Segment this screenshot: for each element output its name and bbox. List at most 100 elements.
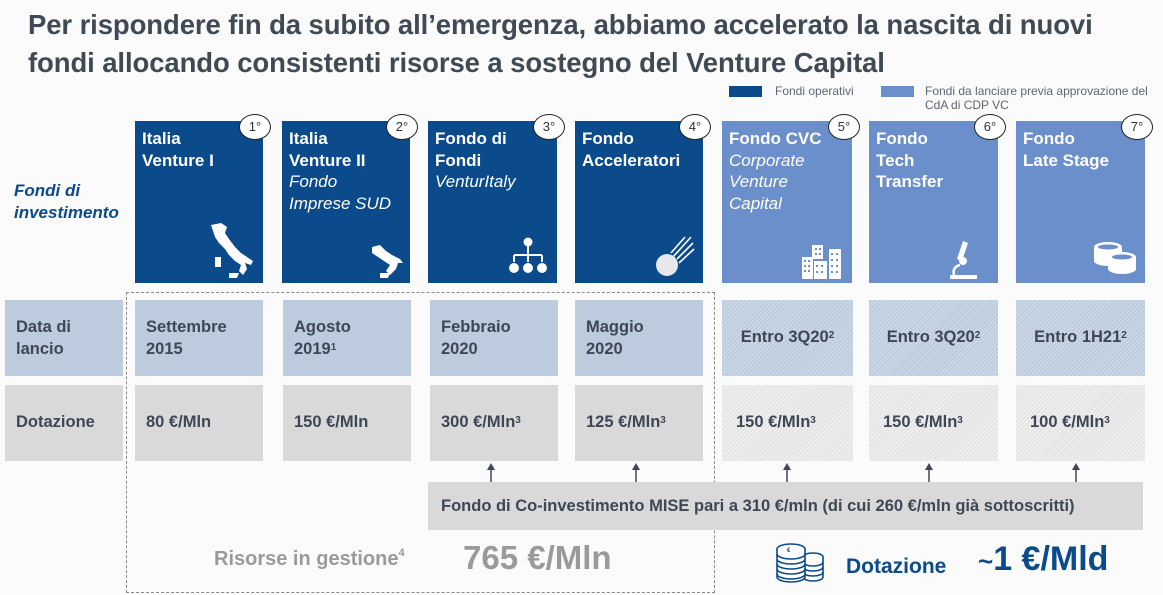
fund-title: Fondi [435,150,482,170]
fund-title: Acceleratori [582,150,681,170]
arrow-up-icon [632,463,640,482]
funds-row-label-text: Fondi di investimento [14,181,119,222]
resources-under-management-box [126,292,715,593]
order-badge: 1° [239,114,271,140]
footnote-ref: 3 [1104,415,1110,427]
endowment-cell-2: 150 €/Mln [283,385,411,461]
endowment-row-label: Dotazione [5,385,123,461]
endowment-value: 100 €/Mln [1030,413,1105,432]
launch-date-cell-1: Settembre 2015 [135,300,263,376]
launch-year: 2015 [146,339,183,358]
fund-subtitle: Venture [729,172,788,191]
fund-title: Venture I [142,150,214,170]
microscope-icon [950,241,977,279]
legend-label-operative: Fondi operativi [775,84,854,98]
coins-stack-icon: € [776,543,824,583]
approx-symbol: ~ [978,546,994,576]
order-badge: 7° [1121,114,1153,140]
legend-swatch-operative [729,86,762,97]
endowment-cell-1: 80 €/Mln [135,385,263,461]
buildings-icon [802,245,841,279]
fund-card-7: Fondo Late Stage 7° [1016,114,1153,283]
footnote-ref: 3 [660,415,666,427]
launch-date-cell-6: Entro 3Q20 2 [869,300,998,376]
launch-year: 2020 [586,339,623,358]
fund-subtitle: VenturItaly [435,172,516,191]
footnote-ref: 2 [1121,330,1127,342]
footnote-ref: 3 [515,415,521,427]
fund-card-6: Fondo Tech Transfer 6° [869,114,1006,283]
footnote-ref: 4 [398,547,405,559]
fund-title: Late Stage [1023,150,1109,170]
fund-title: Fondo [582,129,634,148]
south-italy-map-icon [372,245,403,278]
fund-card-3: Fondo di Fondi VenturItaly 3° [428,114,565,283]
endowment-cell-5: 150 €/Mln 3 [722,385,853,461]
italy-map-icon [211,223,253,278]
fund-title: Tech [876,150,915,170]
fund-title: Transfer [876,172,944,191]
launch-month: Agosto [294,318,351,336]
fund-title: Italia [142,129,181,148]
endowment-cell-7: 100 €/Mln 3 [1016,385,1145,461]
arrow-up-icon [925,463,933,482]
total-endowment-value: ~1 €/Mld [978,540,1108,579]
launch-date-row-label: Data di lancio [5,300,123,376]
fund-card-2: Italia Venture II Fondo Imprese SUD 2° [282,114,418,283]
fund-subtitle: Fondo [289,172,338,191]
fund-subtitle: Corporate [729,150,805,170]
org-chart-icon [509,237,547,273]
footnote-ref: 2 [974,330,981,342]
launch-month: Settembre [146,318,227,336]
footnote-ref: 2 [828,330,835,342]
footnote-ref: 3 [957,415,963,427]
launch-estimate: Entro 1H21 [1034,328,1122,347]
endowment-label-text: Dotazione [16,413,95,432]
legend-swatch-pending [881,86,914,97]
launch-date-cell-5: Entro 3Q20 2 [722,300,853,376]
endowment-cell-4: 125 €/Mln 3 [575,385,703,461]
order-badge: 6° [974,114,1006,140]
endowment-cell-3: 300 €/Mln 3 [430,385,558,461]
order-badge: 4° [679,114,711,140]
svg-text:€: € [787,548,791,554]
fund-title: Venture II [289,150,366,170]
launch-month: Febbraio [441,318,511,336]
resources-label-text: Risorse in gestione [214,548,399,570]
coins-icon [1094,242,1136,274]
endowment-value: 150 €/Mln [736,413,811,432]
fund-card-5: Fondo CVC Corporate Venture Capital 5° [722,114,860,283]
launch-estimate: Entro 3Q20 [740,328,829,347]
launch-year: 2019 [294,339,331,358]
legend-label-pending: Fondi da lanciare previa approvazione de… [925,84,1148,112]
fund-title: Italia [289,129,328,148]
resources-value: 765 €/Mln [463,539,612,576]
launch-date-label-text: Data di lancio [16,318,72,358]
endowment-value: 80 €/Mln [146,413,212,432]
footnote-ref: 1 [330,341,337,353]
fund-subtitle: Imprese SUD [289,193,392,213]
order-badge: 2° [386,114,418,140]
fund-card-4: Fondo Acceleratori 4° [575,114,711,283]
funds-row-label: Fondi di investimento [14,180,129,224]
arrow-up-icon [487,463,495,482]
endowment-value: 125 €/Mln [586,413,661,432]
order-badge: 3° [533,114,565,140]
launch-month: Maggio [586,318,644,336]
fund-subtitle: Capital [729,193,782,213]
page-title: Per rispondere fin da subito all’emergen… [28,9,1093,78]
arrow-up-icon [1072,463,1080,482]
mise-coinvestment-text: Fondo di Co-investimento MISE pari a 310… [441,496,1075,515]
resources-label: Risorse in gestione4 [214,547,405,571]
footnote-ref: 3 [810,415,816,427]
mise-coinvestment-bar: Fondo di Co-investimento MISE pari a 310… [428,482,1143,530]
launch-estimate: Entro 3Q20 [886,328,975,347]
endowment-value: 150 €/Mln [294,413,369,432]
total-endowment-label: Dotazione [846,555,947,578]
arrow-up-icon [783,463,791,482]
launch-date-cell-2: Agosto 20191 [283,300,411,376]
total-endowment-amount: 1 €/Mld [993,540,1109,578]
comet-icon [656,236,695,276]
endowment-value: 300 €/Mln [441,413,516,432]
fund-title: Fondo [1023,129,1075,148]
